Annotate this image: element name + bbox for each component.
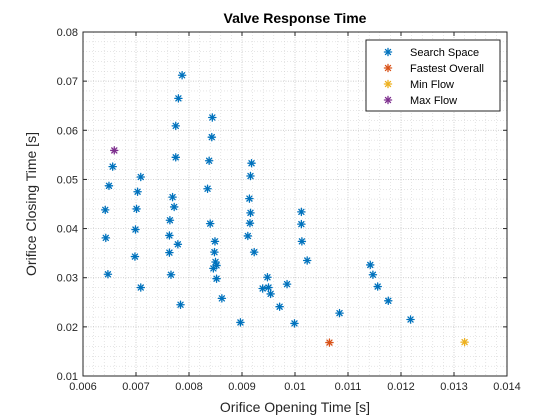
point-search-space [212, 261, 221, 270]
y-tick-label: 0.08 [57, 27, 78, 39]
data-points [101, 70, 469, 347]
point-search-space [373, 282, 382, 291]
point-search-space [275, 302, 284, 311]
x-tick-label: 0.014 [493, 381, 521, 393]
x-tick-label: 0.012 [387, 381, 415, 393]
point-search-space [243, 231, 253, 241]
point-search-space [132, 204, 141, 214]
point-search-space [245, 194, 254, 203]
point-search-space [290, 319, 299, 328]
legend: Search Space Fastest Overall Min Flow Max F… [365, 39, 501, 112]
y-tick-label: 0.04 [57, 224, 78, 236]
point-search-space [247, 158, 256, 168]
point-search-space [297, 207, 306, 217]
point-search-space [212, 274, 221, 283]
point-search-space [384, 296, 393, 306]
point-search-space [264, 283, 273, 292]
point-search-space [173, 240, 183, 249]
x-tick-label: 0.01 [284, 381, 305, 393]
point-search-space [302, 256, 312, 265]
point-search-space [210, 237, 220, 246]
x-tick-label: 0.009 [228, 381, 256, 393]
point-search-space [266, 289, 275, 299]
legend-marker-min-flow [383, 79, 393, 89]
point-search-space [101, 205, 110, 215]
ticks: 0.006 0.007 0.008 0.009 0.01 0.011 0.012 0.013 0… [57, 27, 521, 393]
x-axis-label: Orifice Opening Time [s] [220, 399, 370, 415]
x-tick-label: 0.011 [335, 381, 362, 393]
y-tick-label: 0.02 [57, 322, 78, 334]
point-search-space [108, 162, 117, 171]
legend-marker-max-flow [383, 95, 393, 105]
point-search-space [166, 270, 176, 280]
point-search-space [208, 113, 217, 122]
point-search-space [297, 219, 306, 229]
legend-label-min-flow: Min Flow [410, 79, 454, 91]
point-search-space [168, 192, 177, 202]
point-search-space [101, 233, 111, 243]
y-axis-label: Orifice Closing Time [s] [23, 132, 39, 276]
y-tick-label: 0.07 [57, 76, 78, 88]
x-tick-label: 0.007 [122, 381, 150, 393]
x-tick-label: 0.008 [175, 381, 203, 393]
point-search-space [204, 156, 214, 166]
point-search-space [136, 172, 146, 182]
point-search-space [236, 318, 245, 327]
point-search-space [104, 181, 114, 191]
legend-label-max-flow: Max Flow [410, 95, 457, 107]
chart-title: Valve Response Time [224, 10, 367, 26]
point-max-flow [110, 146, 119, 155]
point-search-space [335, 308, 344, 318]
legend-label-fastest-overall: Fastest Overall [410, 63, 484, 75]
point-search-space [165, 231, 174, 240]
y-tick-label: 0.03 [57, 273, 78, 285]
y-tick-label: 0.05 [57, 174, 78, 186]
point-search-space [133, 187, 142, 196]
point-search-space [258, 284, 267, 293]
point-min-flow [460, 337, 469, 347]
point-search-space [203, 184, 212, 194]
point-search-space [249, 247, 259, 257]
point-search-space [169, 202, 179, 212]
point-search-space [165, 215, 175, 225]
point-search-space [177, 70, 187, 80]
legend-marker-search-space [383, 47, 393, 57]
point-search-space [130, 252, 140, 261]
point-search-space [207, 132, 217, 142]
point-search-space [171, 121, 181, 131]
point-search-space [406, 315, 415, 324]
point-search-space [165, 248, 174, 257]
point-fastest-overall [325, 338, 334, 347]
x-tick-label: 0.013 [440, 381, 468, 393]
legend-marker-fastest-overall [383, 63, 393, 73]
point-search-space [366, 260, 375, 270]
point-search-space [282, 279, 292, 289]
point-search-space [103, 270, 113, 279]
point-search-space [205, 219, 215, 228]
x-tick-label: 0.006 [69, 381, 97, 393]
point-search-space [368, 270, 378, 280]
point-search-space [246, 171, 255, 181]
point-search-space [246, 208, 255, 218]
point-search-space [263, 272, 272, 282]
y-tick-label: 0.06 [57, 125, 78, 137]
point-search-space [210, 247, 219, 257]
point-search-space [245, 218, 255, 228]
legend-label-search-space: Search Space [410, 47, 479, 59]
point-search-space [131, 225, 140, 234]
point-search-space [217, 294, 227, 303]
point-search-space [136, 283, 146, 292]
point-search-space [174, 94, 183, 103]
point-search-space [297, 237, 307, 246]
point-search-space [171, 153, 181, 162]
y-tick-label: 0.01 [57, 371, 78, 383]
point-search-space [176, 300, 185, 309]
